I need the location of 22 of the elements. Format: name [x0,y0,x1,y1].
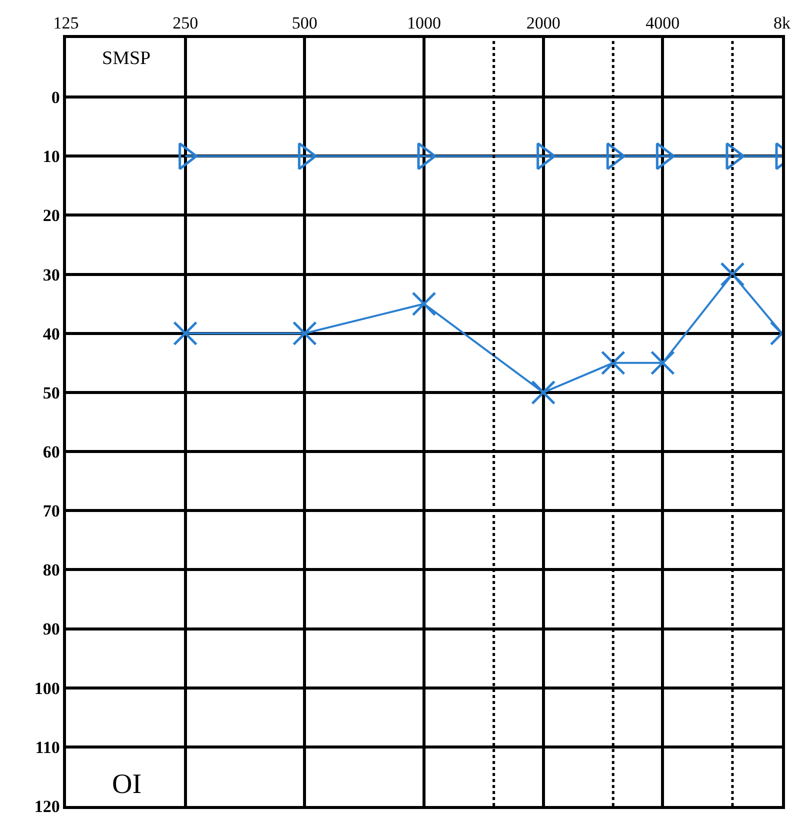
x-tick-label: 125 [53,13,79,32]
x-tick-label: 4000 [646,13,680,32]
annotation: OI [112,769,142,800]
y-tick-label: 30 [42,265,60,284]
y-tick-label: 80 [42,560,60,580]
x-tick-label: 1000 [407,13,441,32]
y-tick-label: 70 [42,502,60,521]
y-tick-label: 0 [51,88,60,108]
x-tick-label: 8k [774,13,791,32]
y-tick-label: 20 [42,206,60,226]
y-tick-label: 40 [42,324,60,344]
y-tick-label: 100 [34,678,60,698]
x-tick-label: 2000 [526,13,560,32]
y-tick-label: 90 [42,620,60,639]
y-tick-label: 110 [35,738,60,757]
y-tick-label: 50 [42,383,60,402]
y-tick-label: 120 [34,796,60,816]
annotation: SMSP [102,48,151,69]
y-tick-label: 10 [42,147,60,166]
y-tick-label: 60 [42,442,60,462]
x-tick-label: 250 [172,13,198,32]
x-tick-label: 500 [292,13,318,32]
